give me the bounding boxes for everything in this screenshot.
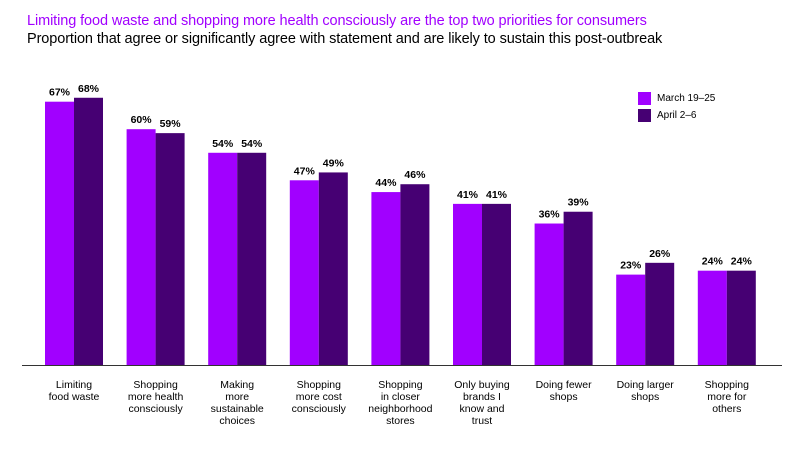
data-label: 60% xyxy=(131,114,153,126)
bar-march xyxy=(126,129,156,365)
category-label: Shopping more for others xyxy=(704,379,749,415)
data-label: 46% xyxy=(404,169,426,181)
category-label: Shopping more cost consciously xyxy=(291,379,346,415)
data-label: 36% xyxy=(539,209,561,221)
bar-april xyxy=(400,184,430,365)
bar-march xyxy=(371,192,401,365)
data-label: 68% xyxy=(78,83,100,95)
data-label: 23% xyxy=(620,260,642,272)
bar-april xyxy=(237,152,267,365)
bar-april xyxy=(726,270,756,365)
legend-item-march: March 19–25 xyxy=(638,92,715,105)
bar-april xyxy=(563,211,593,365)
category-label: Shopping more health consciously xyxy=(127,379,184,415)
data-label: 41% xyxy=(457,189,479,201)
category-label: Shopping in closer neighborhood stores xyxy=(368,379,433,427)
bar-april xyxy=(318,172,348,365)
category-label: Doing larger shops xyxy=(616,379,674,403)
legend-swatch-march xyxy=(638,92,651,105)
data-label: 59% xyxy=(160,118,182,130)
data-label: 47% xyxy=(294,165,316,177)
data-label: 49% xyxy=(323,157,345,169)
bar-march xyxy=(208,152,238,365)
data-label: 67% xyxy=(49,87,71,99)
data-label: 41% xyxy=(486,189,508,201)
data-label: 39% xyxy=(568,197,590,209)
legend-swatch-april xyxy=(638,109,651,122)
bar-march xyxy=(616,274,646,365)
legend-label-march: March 19–25 xyxy=(657,93,716,104)
bar-april xyxy=(74,97,103,365)
category-label: Limiting food waste xyxy=(48,379,100,403)
category-label: Making more sustainable choices xyxy=(210,379,264,427)
bar-march xyxy=(45,101,74,365)
bar-march xyxy=(453,203,482,365)
bar-april xyxy=(155,133,185,365)
category-label: Doing fewer shops xyxy=(535,379,592,403)
bar-march xyxy=(697,270,727,365)
bar-march xyxy=(289,180,319,365)
chart-title: Limiting food waste and shopping more he… xyxy=(27,13,647,29)
legend-label-april: April 2–6 xyxy=(657,110,697,121)
category-label: Only buying brands I know and trust xyxy=(454,379,510,427)
data-label: 44% xyxy=(375,177,397,189)
data-label: 26% xyxy=(649,248,671,260)
data-label: 54% xyxy=(212,138,234,150)
data-label: 24% xyxy=(702,256,724,268)
data-label: 54% xyxy=(241,138,263,150)
chart-subtitle: Proportion that agree or significantly a… xyxy=(27,31,663,47)
legend-item-april: April 2–6 xyxy=(638,109,696,122)
data-label: 24% xyxy=(731,256,753,268)
bar-march xyxy=(534,223,564,365)
bar-april xyxy=(482,203,511,365)
bar-april xyxy=(645,262,675,365)
